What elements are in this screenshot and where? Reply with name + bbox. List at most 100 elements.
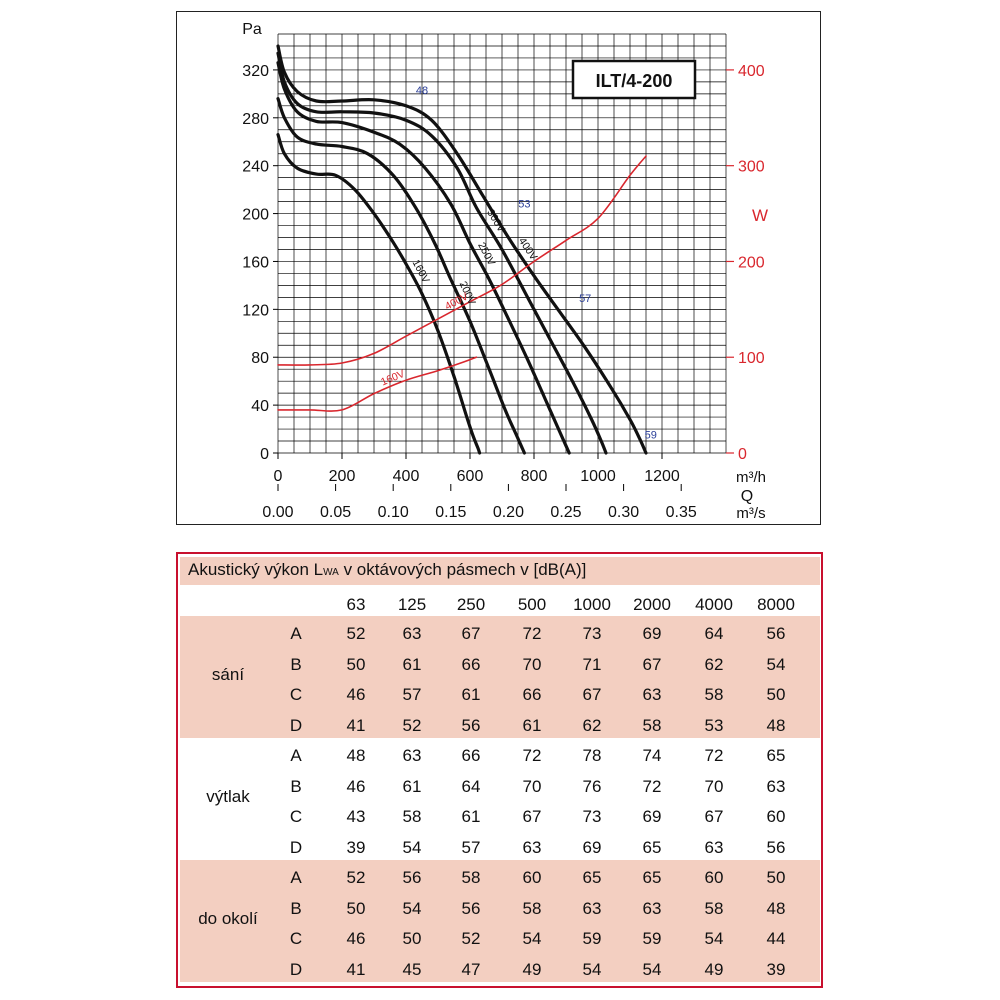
row-label: C <box>289 929 303 948</box>
group-label: do okolí <box>198 909 258 928</box>
y-left-tick-label: 200 <box>242 207 269 224</box>
table-cell: 63 <box>642 898 662 918</box>
table-cell: 50 <box>346 654 366 674</box>
noise-annotation: 57 <box>579 293 591 305</box>
table-cell: 65 <box>642 837 662 857</box>
table-cell: 63 <box>766 776 786 796</box>
group-label: výtlak <box>206 787 250 806</box>
table-cell: 73 <box>582 807 602 826</box>
table-cell: 56 <box>766 624 786 643</box>
table-cell: 52 <box>346 868 366 887</box>
chart-title: ILT/4-200 <box>596 71 673 91</box>
table-cell: 58 <box>402 807 422 826</box>
table-cell: 74 <box>642 746 662 765</box>
table-cell: 48 <box>766 898 786 918</box>
table-cell: 61 <box>461 807 481 826</box>
table-cell: 53 <box>704 715 724 735</box>
table-cell: 69 <box>642 624 662 643</box>
table-cell: 54 <box>704 929 724 948</box>
pressure-curve-250V <box>276 61 571 455</box>
table-cell: 49 <box>522 959 542 979</box>
table-cell: 65 <box>582 868 602 887</box>
x-primary-axis-label: m³/h <box>736 469 766 486</box>
group-band <box>180 616 820 738</box>
row-label: B <box>290 776 302 796</box>
y-right-axis-label: W <box>752 206 768 225</box>
table-cell: 63 <box>704 837 724 857</box>
table-cell: 57 <box>461 837 481 857</box>
x-secondary-tick-label: 0.30 <box>608 504 639 521</box>
table-cell: 46 <box>346 685 366 704</box>
table-cell: 41 <box>346 959 366 979</box>
table-cell: 65 <box>766 746 786 765</box>
group-label: sání <box>211 665 245 684</box>
table-cell: 61 <box>402 654 422 674</box>
x-primary-tick-label: 200 <box>329 468 356 485</box>
table-cell: 60 <box>522 868 542 887</box>
y-left-tick-label: 240 <box>242 159 269 176</box>
y-left-tick-label: 0 <box>260 446 269 463</box>
x-secondary-tick-label: 0.10 <box>378 504 409 521</box>
table-cell: 63 <box>642 685 662 704</box>
group-band <box>180 738 820 860</box>
table-cell: 62 <box>704 654 724 674</box>
x-secondary-tick-label: 0.05 <box>320 504 351 521</box>
table-cell: 67 <box>582 685 602 704</box>
table-cell: 52 <box>346 624 366 643</box>
table-cell: 52 <box>461 929 481 948</box>
table-cell: 54 <box>402 898 422 918</box>
table-cell: 72 <box>522 746 542 765</box>
table-cell: 59 <box>582 929 602 948</box>
row-label: A <box>290 624 302 643</box>
table-cell: 78 <box>582 746 602 765</box>
row-label: B <box>290 898 302 918</box>
table-cell: 63 <box>402 624 422 643</box>
table-cell: 58 <box>522 898 542 918</box>
x-primary-tick-label: 1000 <box>580 468 616 485</box>
pressure-curve-300V <box>276 51 608 455</box>
x-primary-tick-label: 1200 <box>644 468 680 485</box>
table-cell: 67 <box>642 654 662 674</box>
table-cell: 58 <box>642 715 662 735</box>
table-cell: 64 <box>704 624 724 643</box>
y-right-tick-label: 200 <box>738 254 765 271</box>
table-cell: 56 <box>402 868 422 887</box>
table-cell: 57 <box>402 685 422 704</box>
table-cell: 45 <box>402 959 422 979</box>
table-cell: 63 <box>402 746 422 765</box>
table-title: Akustický výkon LWA v oktávových pásmech… <box>188 560 587 579</box>
fan-curve-chart: 0 40 80 120 160 200 240 280 320 Pa 0 100 200 300 400 W 0… <box>242 21 768 522</box>
table-cell: 54 <box>642 959 662 979</box>
table-cell: 41 <box>346 715 366 735</box>
x-secondary-tick-label: 0.15 <box>435 504 466 521</box>
row-label: C <box>289 685 303 704</box>
table-cell: 50 <box>766 868 786 887</box>
table-cell: 54 <box>522 929 542 948</box>
x-secondary-tick-label: 0.35 <box>666 504 697 521</box>
x-primary-tick-label: 800 <box>521 468 548 485</box>
table-cell: 54 <box>582 959 602 979</box>
table-cell: 50 <box>766 685 786 704</box>
column-header: 4000 <box>695 595 733 614</box>
table-cell: 58 <box>704 898 724 918</box>
table-cell: 46 <box>346 929 366 948</box>
noise-annotation: 48 <box>416 85 428 97</box>
table-cell: 66 <box>461 746 481 765</box>
chart-title-box <box>571 59 697 100</box>
y-right-tick-label: 100 <box>738 350 765 367</box>
y-left-tick-label: 80 <box>251 350 269 367</box>
table-cell: 61 <box>402 776 422 796</box>
table-cell: 72 <box>704 746 724 765</box>
table-cell: 50 <box>346 898 366 918</box>
table-cell: 47 <box>461 959 481 979</box>
y-right-tick-label: 0 <box>738 446 747 463</box>
table-cell: 56 <box>461 715 481 735</box>
table-cell: 69 <box>642 807 662 826</box>
x-primary-tick-label: 600 <box>457 468 484 485</box>
table-cell: 63 <box>582 898 602 918</box>
x-primary-tick-label: 400 <box>393 468 420 485</box>
table-cell: 70 <box>522 776 542 796</box>
column-header: 250 <box>456 595 486 614</box>
curve-label: 400V <box>516 235 540 262</box>
table-cell: 61 <box>522 715 542 735</box>
